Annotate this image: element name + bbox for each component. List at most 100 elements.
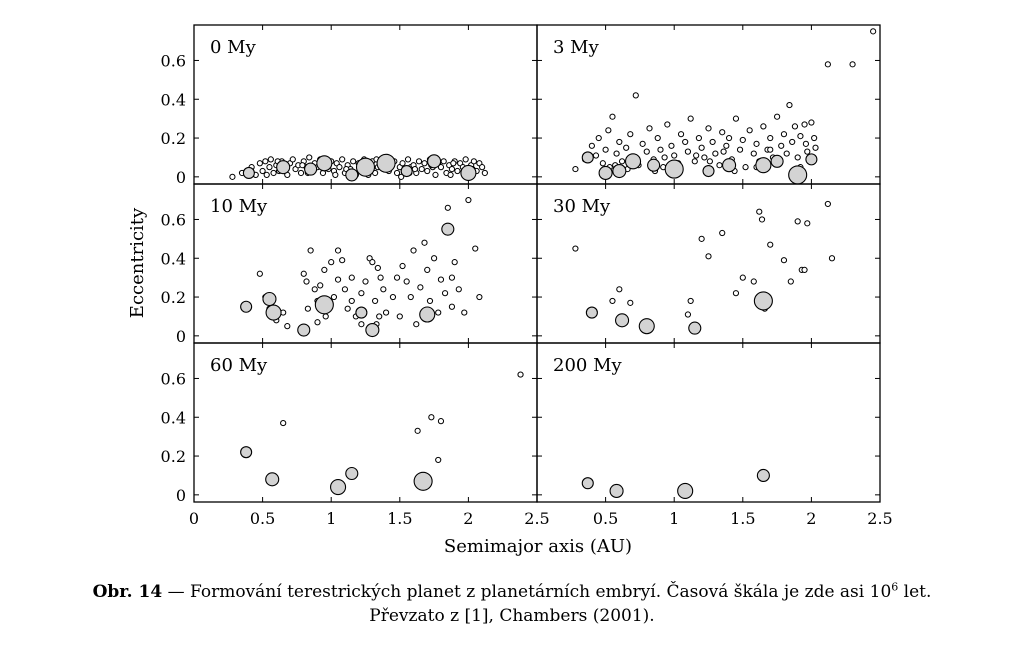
data-point-large <box>345 168 359 182</box>
panel-title: 30 My <box>553 196 611 217</box>
data-point-small <box>725 134 733 142</box>
data-point-small <box>687 297 694 305</box>
data-point-small <box>441 290 449 297</box>
data-point-small <box>732 290 740 297</box>
data-point-large <box>304 162 318 176</box>
data-point-small <box>797 133 804 140</box>
x-tick-label: 2.5 <box>524 509 549 528</box>
data-point-large <box>647 158 661 172</box>
data-point-small <box>448 165 456 173</box>
data-point-small <box>572 165 579 173</box>
data-point-large <box>755 157 772 174</box>
data-point-small <box>374 264 381 272</box>
data-point-large <box>722 158 737 173</box>
data-point-small <box>780 257 788 264</box>
data-point-small <box>404 156 412 163</box>
y-tick-label: 0.6 <box>161 210 186 229</box>
data-point-small <box>627 299 634 306</box>
data-point-large <box>615 313 630 328</box>
data-point-small <box>432 171 439 179</box>
data-point-large <box>581 477 594 490</box>
data-point-small <box>451 259 458 266</box>
data-point-small <box>322 313 329 320</box>
data-point-small <box>605 127 612 134</box>
data-point-small <box>472 245 479 252</box>
data-point-small <box>709 138 716 146</box>
data-point-small <box>780 131 788 138</box>
data-point-large <box>770 154 784 168</box>
data-point-small <box>440 158 447 165</box>
data-point-small <box>314 319 321 326</box>
data-point-large <box>419 306 436 323</box>
data-point-small <box>693 152 700 159</box>
data-point-large <box>441 222 455 236</box>
data-point-small <box>668 142 675 149</box>
data-point-small <box>256 270 263 277</box>
data-point-small <box>705 253 712 260</box>
data-point-small <box>609 113 616 120</box>
data-point-small <box>431 255 438 262</box>
data-point-small <box>824 61 831 68</box>
panel-5: 200 My 0.5 1 1.5 2 2.5 <box>536 342 893 528</box>
data-point-small <box>311 286 318 293</box>
data-point-small <box>297 169 305 177</box>
data-point-small <box>756 208 763 215</box>
data-point-small <box>444 204 451 211</box>
data-point-large <box>265 472 280 487</box>
data-point-small <box>426 297 434 305</box>
data-point-large <box>365 322 380 338</box>
panel-3: 30 My <box>536 183 881 344</box>
data-point-small <box>643 148 650 155</box>
data-point-small <box>393 274 401 281</box>
x-tick-label: 1.5 <box>387 509 412 528</box>
data-point-small <box>767 241 774 248</box>
data-point-small <box>424 167 431 175</box>
data-point-small <box>350 158 357 165</box>
data-point-small <box>801 121 808 128</box>
data-point-small <box>706 158 713 165</box>
data-point-large <box>345 466 359 481</box>
data-point-small <box>465 196 472 204</box>
data-point-small <box>849 61 856 68</box>
data-point-small <box>789 138 796 146</box>
caption-line-1: Obr. 14 — Formování terestrických planet… <box>0 580 1024 604</box>
data-point-small <box>303 278 310 285</box>
data-point-large <box>240 446 253 459</box>
y-tick-label: 0.4 <box>161 90 186 109</box>
data-point-large <box>677 482 694 500</box>
data-point-small <box>646 125 653 132</box>
data-point-small <box>377 274 384 281</box>
data-point-large <box>297 323 311 337</box>
data-point-small <box>418 165 425 173</box>
data-point-small <box>284 323 291 330</box>
data-point-small <box>450 160 457 167</box>
data-point-small <box>300 270 307 277</box>
data-point-small <box>742 164 749 171</box>
data-point-small <box>716 162 723 169</box>
panel-title: 3 My <box>553 37 600 58</box>
data-point-small <box>599 160 606 167</box>
data-point-large <box>330 479 347 496</box>
data-point-small <box>639 140 646 147</box>
data-point-small <box>334 276 342 283</box>
data-point-small <box>362 278 369 285</box>
data-point-large <box>612 163 627 179</box>
data-point-large <box>242 166 255 180</box>
data-point-small <box>682 138 689 146</box>
y-tick-label: 0.2 <box>161 288 186 307</box>
data-point-large <box>624 153 642 170</box>
data-point-small <box>267 156 274 163</box>
data-point-small <box>595 134 602 142</box>
data-point-large <box>788 165 808 185</box>
x-tick-label: 2.5 <box>867 509 892 528</box>
data-point-small <box>348 274 355 281</box>
data-point-small <box>723 142 730 149</box>
data-point-small <box>664 121 671 128</box>
x-tick-label: 2 <box>463 509 473 528</box>
data-point-small <box>684 148 692 155</box>
data-point-small <box>435 309 442 316</box>
data-point-small <box>262 158 269 165</box>
data-point-large <box>413 471 433 491</box>
data-point-small <box>398 173 405 180</box>
data-point-small <box>616 286 623 293</box>
